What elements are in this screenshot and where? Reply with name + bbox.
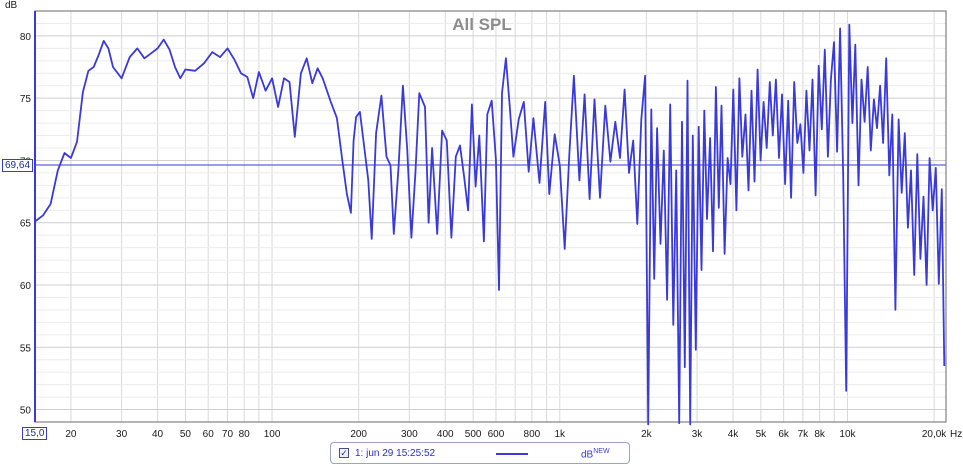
grid-lines [35, 10, 946, 423]
x-tick-label: 300 [401, 429, 418, 440]
legend-unit-sup: NEW [593, 448, 610, 455]
x-tick-label: 60 [203, 429, 215, 440]
legend-series-label: 1: jun 29 15:25:52 [355, 448, 436, 459]
legend: ✓ 1: jun 29 15:25:52 dBNEW [330, 442, 630, 464]
x-axis-unit: Hz [950, 429, 962, 440]
x-tick-label: 20,0k [922, 429, 947, 440]
x-tick-label: 4k [728, 429, 740, 440]
x-tick-label: 10k [839, 429, 856, 440]
x-tick-label: 40 [152, 429, 164, 440]
legend-unit: dBNEW [581, 448, 610, 460]
y-tick-label: 80 [20, 32, 32, 43]
x-tick-label: 400 [437, 429, 454, 440]
y-tick-label: 75 [20, 94, 32, 105]
y-tick-label: 50 [20, 406, 32, 417]
x-tick-label: 5k [756, 429, 768, 440]
x-tick-label: 200 [350, 429, 367, 440]
y-tick-label: 60 [20, 281, 32, 292]
series-group [34, 23, 946, 426]
x-tick-labels: 20 30 40 50 60 70 80 100 200 300 400 500 600 800 1k 2k 3… [65, 429, 947, 440]
plot-frame [34, 10, 947, 423]
x-tick-label: 1k [554, 429, 566, 440]
x-tick-label: 30 [116, 429, 128, 440]
series-line [34, 23, 946, 426]
legend-unit-text: dB [581, 449, 594, 461]
x-tick-label: 500 [465, 429, 482, 440]
x-tick-label: 800 [524, 429, 541, 440]
x-tick-label: 50 [180, 429, 192, 440]
x-tick-label: 8k [814, 429, 826, 440]
y-tick-label: 65 [20, 219, 32, 230]
x-tick-label: 600 [488, 429, 505, 440]
x-tick-label: 3k [692, 429, 704, 440]
legend-line-swatch [496, 453, 528, 455]
x-tick-label: 20 [65, 429, 77, 440]
series-visibility-checkbox[interactable]: ✓ [339, 448, 349, 458]
chart-title: All SPL [452, 15, 512, 34]
x-tick-label: 6k [778, 429, 790, 440]
y-axis-label: dB [5, 0, 18, 11]
y-tick-labels: 50556065707580 [20, 32, 32, 417]
cursor-y-readout[interactable]: 69,64 [2, 158, 34, 172]
x-tick-label: 80 [239, 429, 251, 440]
x-tick-label: 100 [264, 429, 281, 440]
cursor-x-readout[interactable]: 15,0 [22, 427, 48, 440]
x-tick-label: 70 [222, 429, 234, 440]
x-tick-label: 2k [641, 429, 653, 440]
x-tick-label: 7k [798, 429, 810, 440]
y-tick-label: 55 [20, 343, 32, 354]
